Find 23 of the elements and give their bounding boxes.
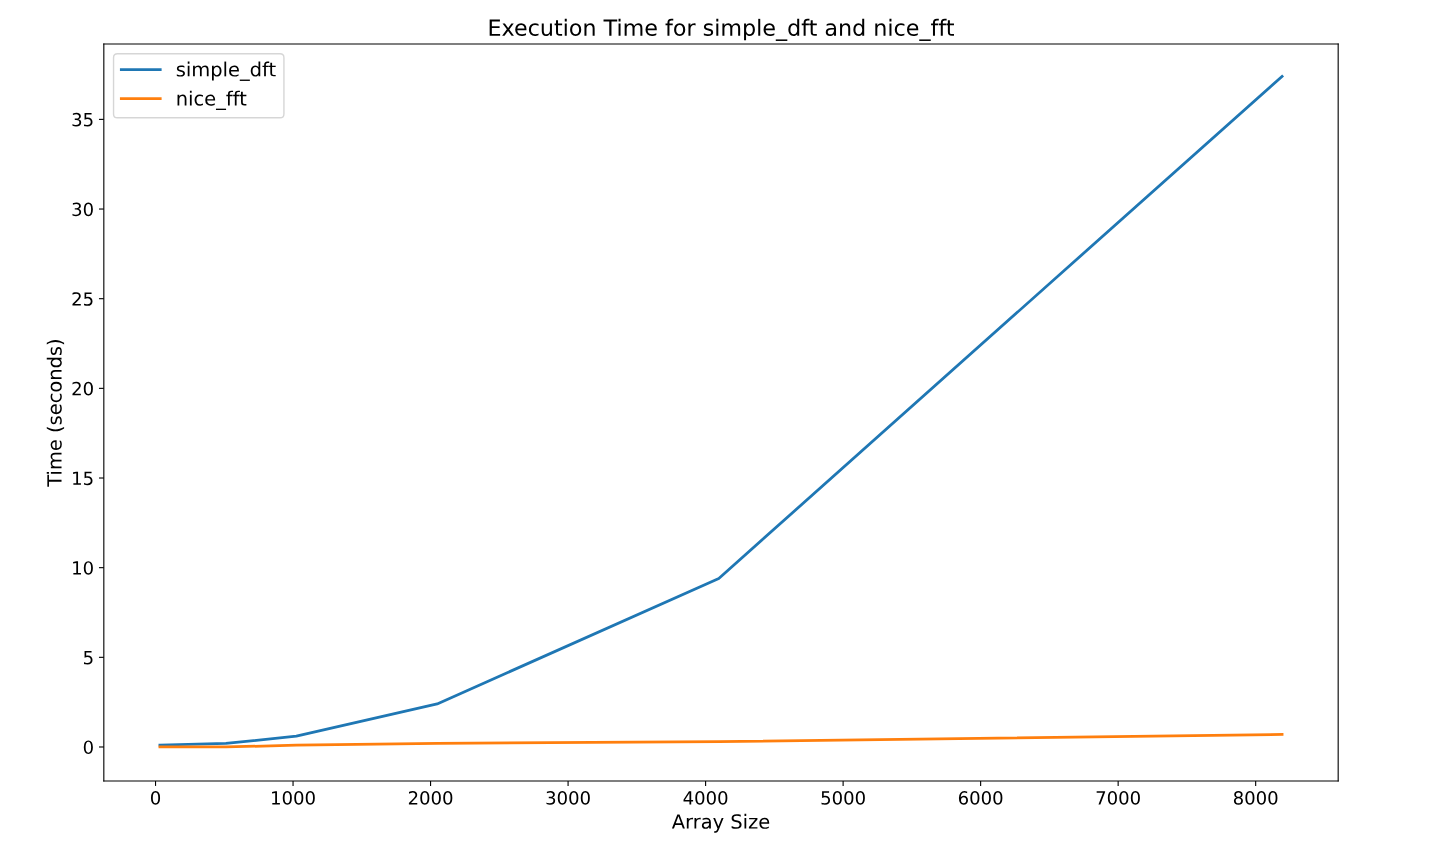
legend-label: simple_dft: [176, 61, 276, 81]
y-tick-label: 15: [73, 471, 93, 486]
x-tick-label: 4000: [683, 791, 728, 805]
y-axis-title: Time (seconds): [46, 340, 65, 487]
x-tick-label: 0: [150, 791, 161, 805]
y-tick-label: 25: [72, 292, 93, 306]
x-tick-label: 3000: [546, 791, 590, 805]
x-tick-label: 6000: [958, 791, 1003, 805]
y-tick-label: 0: [83, 740, 93, 755]
x-tick-label: 5000: [821, 791, 865, 805]
y-tick-label: 35: [72, 112, 93, 127]
chart-title: Execution Time for simple_dft and nice_fft: [489, 18, 954, 41]
x-tick-label: 1000: [272, 791, 315, 805]
line-series: [158, 733, 1284, 749]
y-tick-label: 20: [72, 381, 93, 396]
y-tick-label: 30: [72, 202, 93, 217]
x-axis-title: Array Size: [671, 813, 770, 833]
legend-label: nice_fft: [177, 90, 247, 110]
y-tick-label: 5: [84, 651, 93, 665]
y-tick-label: 10: [73, 561, 93, 575]
x-tick-label: 2000: [408, 791, 453, 805]
x-tick-label: 7000: [1096, 791, 1140, 805]
x-tick-label: 8000: [1233, 791, 1278, 805]
